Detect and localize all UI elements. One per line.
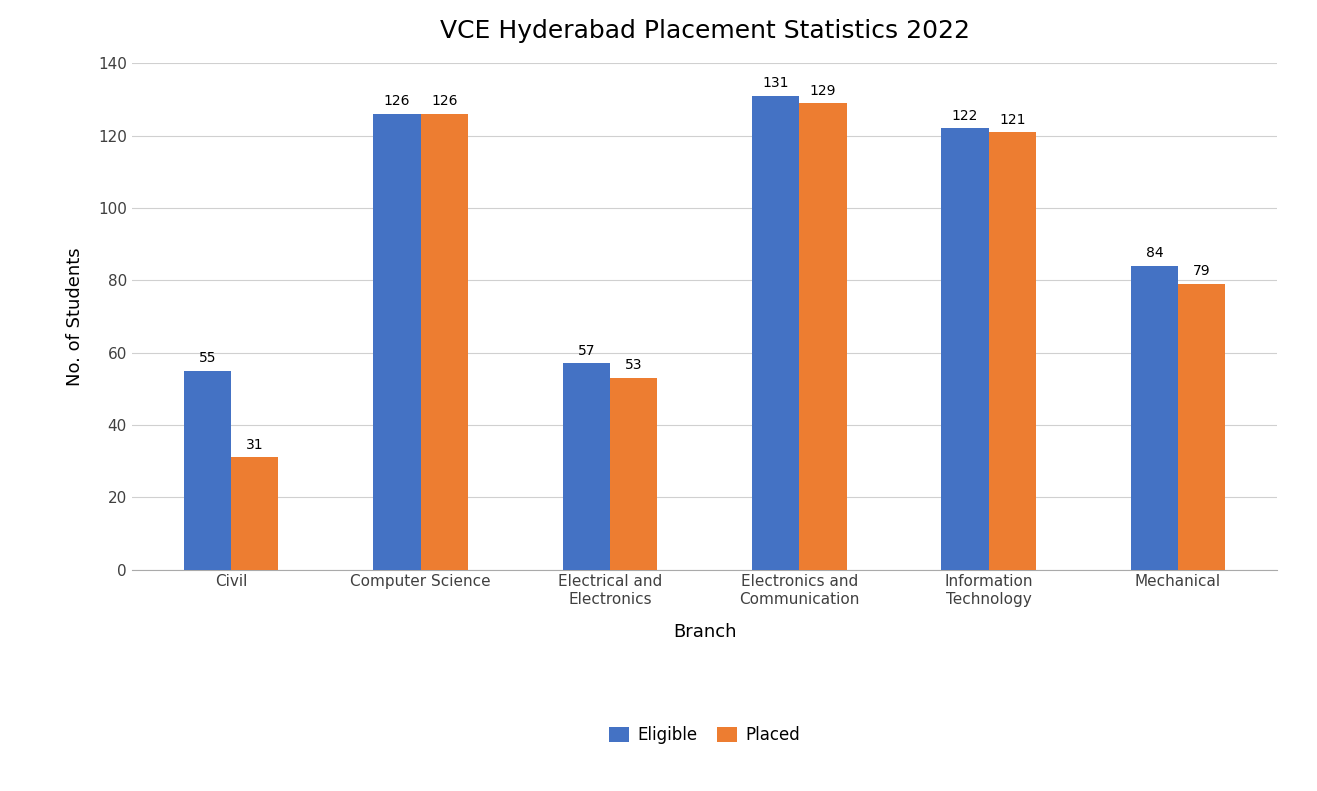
Bar	[752, 96, 799, 570]
Text: 57: 57	[577, 344, 595, 358]
Legend: Eligible, Placed: Eligible, Placed	[602, 720, 807, 751]
Text: 131: 131	[763, 77, 789, 90]
Text: 126: 126	[383, 94, 410, 108]
Text: 79: 79	[1193, 264, 1210, 278]
Bar	[989, 132, 1036, 570]
Text: 129: 129	[810, 84, 836, 97]
Text: 55: 55	[199, 351, 216, 365]
Text: 84: 84	[1146, 246, 1163, 260]
Bar	[610, 378, 657, 570]
Y-axis label: No. of Students: No. of Students	[66, 247, 84, 386]
Title: VCE Hyderabad Placement Statistics 2022: VCE Hyderabad Placement Statistics 2022	[440, 19, 969, 44]
Bar	[1179, 284, 1225, 570]
Bar	[1131, 266, 1179, 570]
Bar	[942, 128, 989, 570]
Bar	[420, 114, 468, 570]
Bar	[799, 103, 847, 570]
Bar	[230, 457, 278, 570]
Text: 121: 121	[1000, 112, 1026, 127]
Text: 31: 31	[246, 438, 263, 452]
X-axis label: Branch: Branch	[673, 623, 736, 642]
Text: 126: 126	[431, 94, 457, 108]
Bar	[373, 114, 420, 570]
Text: 53: 53	[624, 358, 643, 373]
Bar	[184, 371, 230, 570]
Text: 122: 122	[952, 109, 979, 123]
Bar	[562, 363, 610, 570]
